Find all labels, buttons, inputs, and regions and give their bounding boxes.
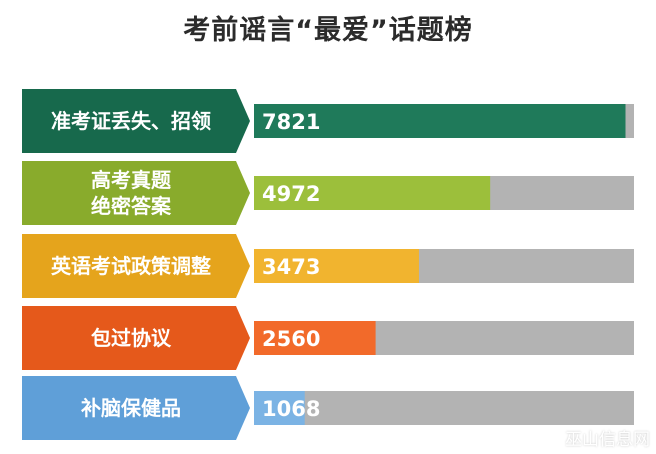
category-label-1-0: 高考真题 — [91, 168, 172, 192]
watermark: 巫山信息网 — [565, 430, 650, 450]
category-label-1-1: 绝密答案 — [91, 194, 172, 218]
bar-3 — [254, 321, 376, 355]
category-label-bg-4 — [22, 376, 250, 440]
category-label-bg-0 — [22, 89, 250, 153]
category-label-2-0: 英语考试政策调整 — [51, 254, 211, 278]
bar-4 — [254, 391, 305, 425]
bar-0 — [254, 104, 626, 138]
category-label-4-0: 补脑保健品 — [80, 396, 181, 420]
category-label-0-0: 准考证丢失、招领 — [51, 109, 211, 133]
value-label-1: 4972 — [262, 182, 320, 206]
category-label-bg-2 — [22, 234, 250, 298]
value-label-3: 2560 — [262, 327, 320, 351]
category-label-bg-3 — [22, 306, 250, 370]
bar-2 — [254, 249, 419, 283]
category-label-3-0: 包过协议 — [91, 326, 172, 350]
bar-track-4 — [254, 391, 634, 425]
value-label-0: 7821 — [262, 110, 320, 134]
bar-1 — [254, 176, 491, 210]
value-label-4: 1068 — [262, 397, 320, 421]
chart-title: 考前谣言“最爱”话题榜 — [183, 15, 473, 46]
category-label-bg-1 — [22, 161, 250, 225]
value-label-2: 3473 — [262, 255, 320, 279]
